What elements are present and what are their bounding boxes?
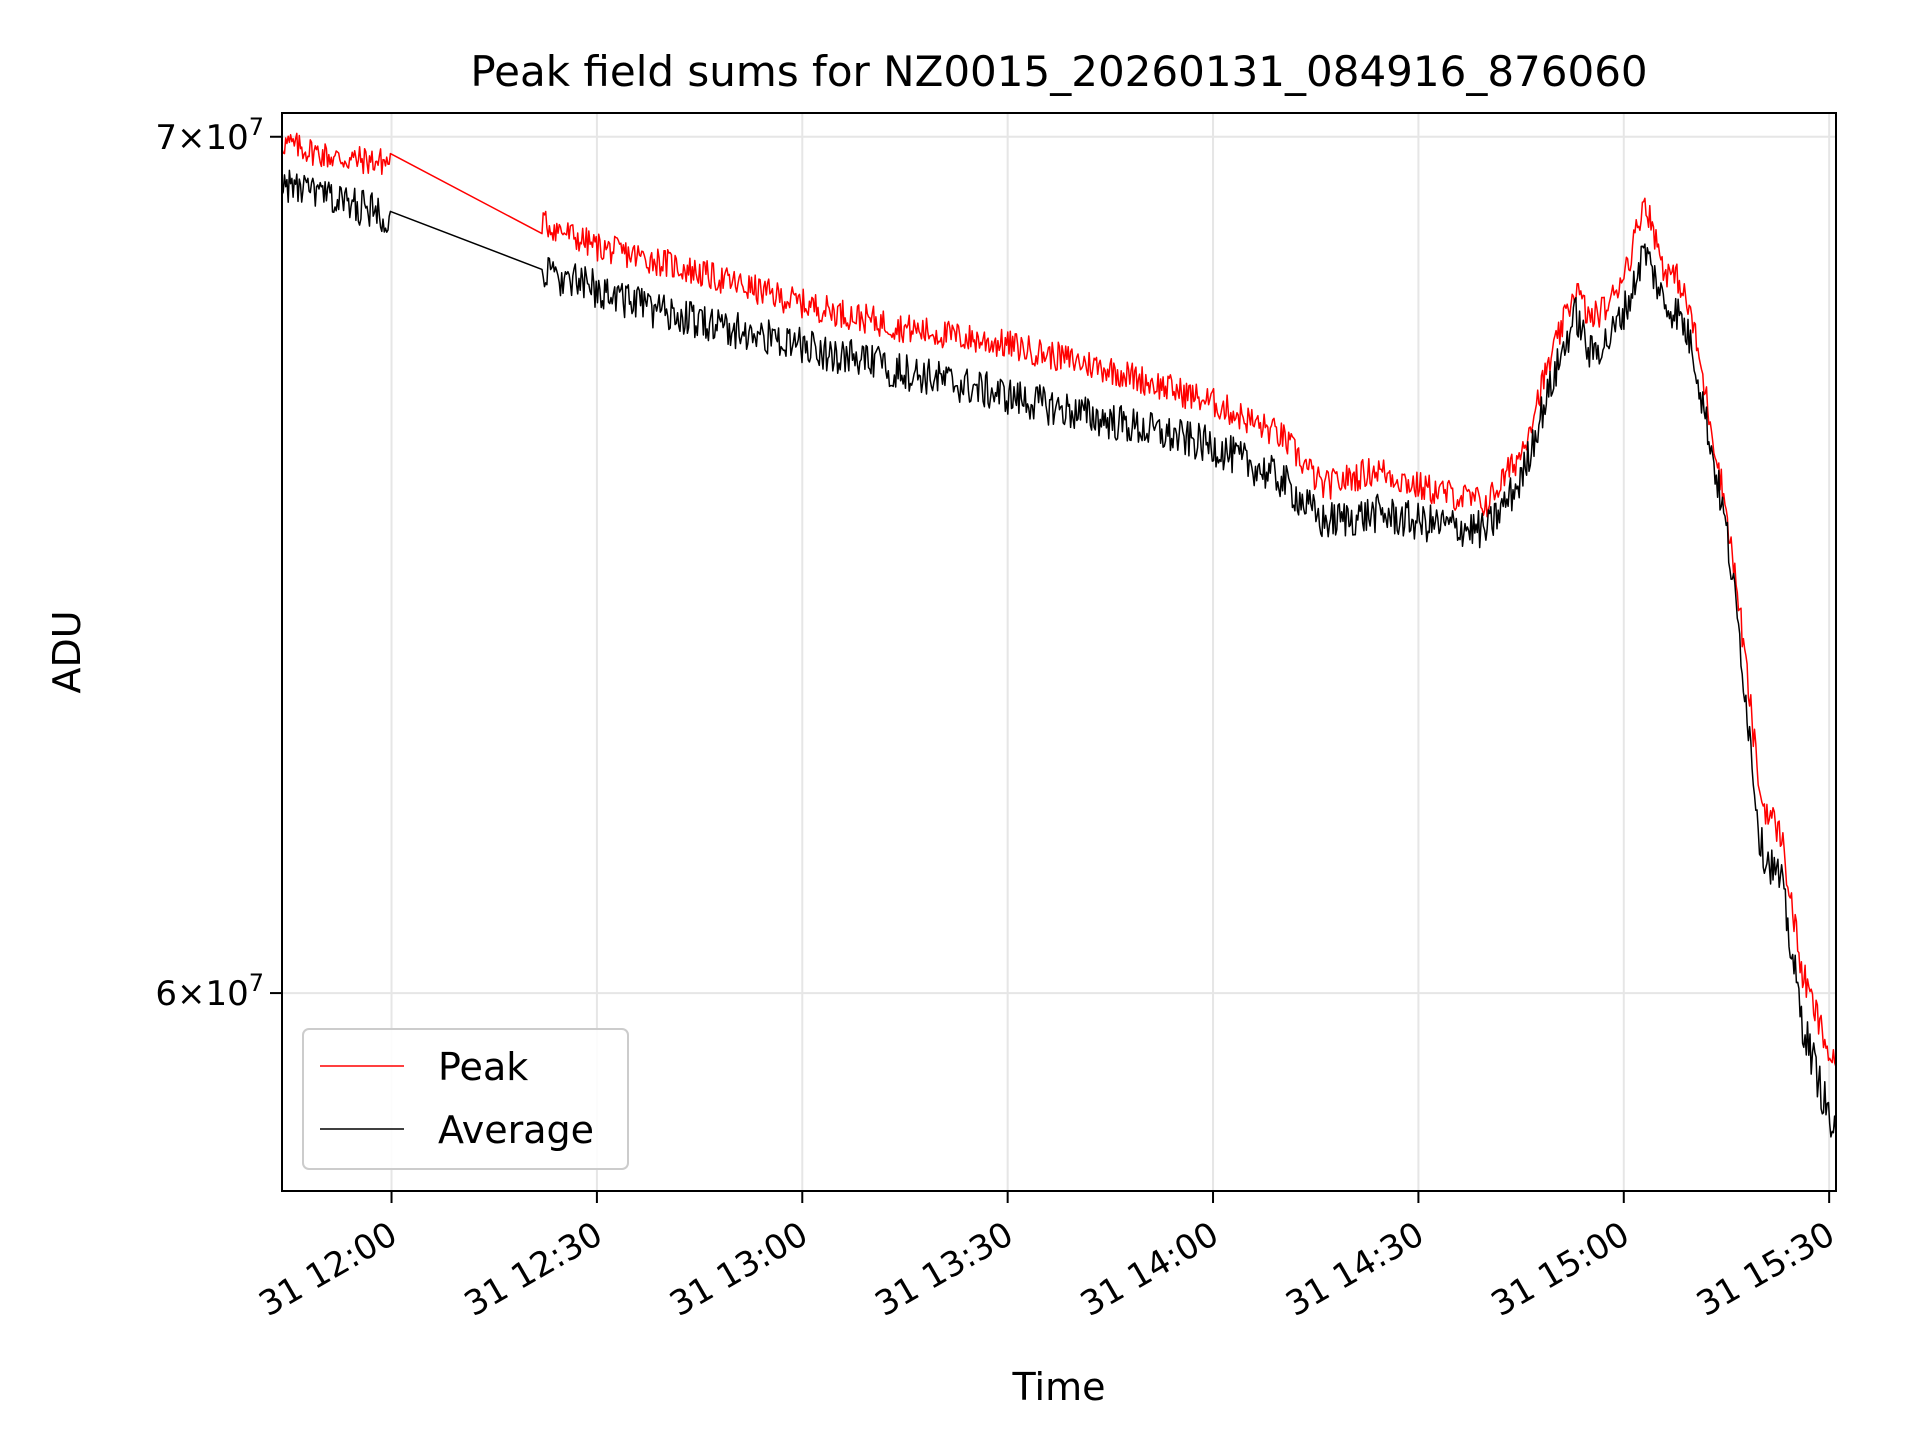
legend: Peak Average [302,1028,629,1170]
series-line-average [281,169,1837,1138]
y-axis-ticks: 7×107 6×107 [155,113,282,1014]
series-layer [281,132,1837,1138]
x-axis-label: Time [1012,1365,1106,1409]
series-line-peak [281,132,1837,1067]
y-axis-label: ADU [45,610,89,693]
legend-average-label: Average [438,1108,594,1152]
chart-title: Peak field sums for NZ0015_20260131_0849… [470,47,1647,96]
y-tick-label: 6×107 [155,969,264,1014]
y-tick-label: 7×107 [155,113,264,158]
plot-frame [281,112,1837,1192]
legend-peak-label: Peak [438,1045,528,1089]
legend-box [302,1028,629,1170]
